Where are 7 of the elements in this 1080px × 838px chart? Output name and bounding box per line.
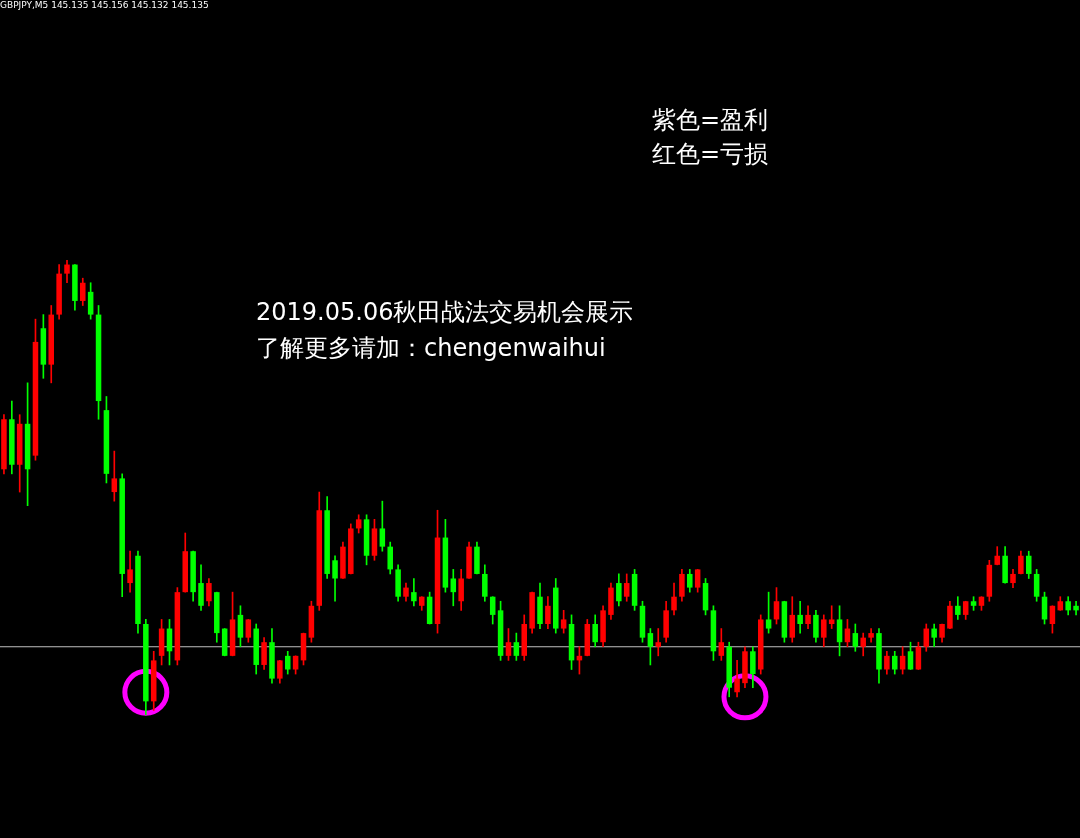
text: 红色=亏损 [652,140,769,168]
text: 紫色=盈利 [652,106,769,134]
annotation: 了解更多请加：chengenwaihui [256,334,606,362]
candlestick [828,605,835,629]
annotation: 2019.05.06秋田战法交易机会展示 [256,298,634,326]
candlestick [655,628,662,657]
chart-title: GBPJPY,M5 145.135 145.156 145.132 145.135 [0,0,209,10]
